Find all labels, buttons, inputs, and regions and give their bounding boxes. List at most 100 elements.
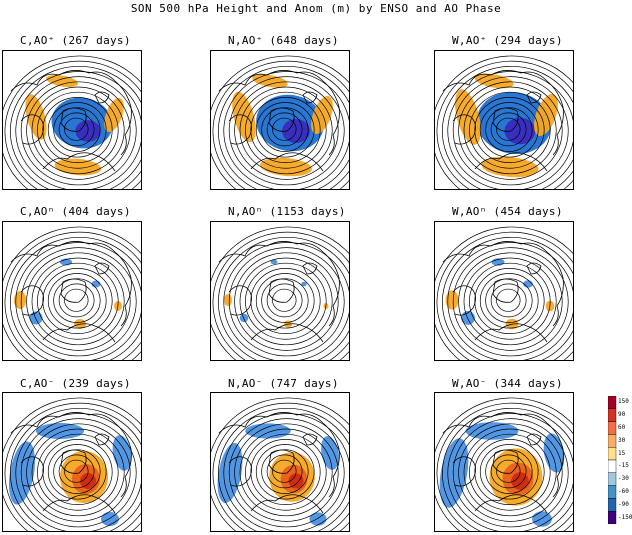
coastline xyxy=(114,251,132,327)
height-contour xyxy=(3,226,141,360)
coastline xyxy=(10,412,116,434)
height-contour xyxy=(490,112,527,147)
colorbar-segment xyxy=(608,485,617,499)
coastline xyxy=(526,262,542,275)
height-contour xyxy=(20,418,137,528)
height-contour xyxy=(485,449,533,494)
coastline xyxy=(268,278,295,303)
colorbar-segment xyxy=(608,459,617,474)
map-panel xyxy=(434,392,574,532)
midlat-positive-anomaly-north xyxy=(252,74,288,88)
coastline xyxy=(20,285,44,316)
coastline xyxy=(302,262,318,275)
height-contour xyxy=(234,252,339,351)
coastline xyxy=(114,80,132,156)
coastline xyxy=(302,433,318,446)
height-contour xyxy=(211,55,349,189)
polar-positive-anomaly-core xyxy=(80,473,96,489)
panel-title: W,AOⁿ (454 days) xyxy=(452,205,563,218)
height-contour xyxy=(452,247,569,357)
midlat-positive-anomaly-west xyxy=(232,91,256,143)
colorbar-segment xyxy=(608,510,617,524)
coastline xyxy=(492,107,519,132)
height-contour xyxy=(452,76,569,186)
height-contour xyxy=(212,231,349,360)
height-contour xyxy=(435,55,573,189)
height-contour xyxy=(42,97,113,163)
colorbar-segment xyxy=(608,421,617,435)
polar-positive-anomaly-core xyxy=(511,472,529,490)
height-contour xyxy=(245,262,327,340)
height-contour xyxy=(53,278,101,323)
height-contour xyxy=(266,283,303,318)
map-panel-svg xyxy=(3,226,141,360)
coastline xyxy=(94,91,110,104)
coastline xyxy=(218,241,324,263)
height-contour xyxy=(10,65,141,189)
coastline xyxy=(20,114,44,145)
midlat-negative-anomaly-east xyxy=(112,435,132,471)
map-panel xyxy=(2,221,142,361)
height-contour xyxy=(4,402,141,531)
coastline xyxy=(526,91,542,104)
coastline xyxy=(218,70,324,92)
height-contour xyxy=(58,283,95,318)
colorbar-strip xyxy=(608,396,617,524)
height-contour xyxy=(272,459,297,483)
height-contour xyxy=(442,65,573,189)
height-contour xyxy=(261,449,309,494)
height-contour xyxy=(479,444,539,500)
colorbar-label: 90 xyxy=(618,411,626,419)
coastline xyxy=(228,114,252,145)
coastline xyxy=(20,456,44,487)
coastline xyxy=(474,494,548,514)
height-contour xyxy=(452,418,569,528)
map-panel-svg xyxy=(3,55,141,189)
map-panel-svg xyxy=(435,55,573,189)
panel-title: N,AOⁿ (1153 days) xyxy=(228,205,346,218)
height-contour xyxy=(245,91,327,169)
height-contour xyxy=(474,268,545,334)
height-contour xyxy=(223,242,349,360)
panel-title: N,AO⁺ (648 days) xyxy=(228,34,339,47)
height-contour xyxy=(458,252,563,351)
height-contour xyxy=(15,242,141,360)
height-contour xyxy=(53,107,101,152)
coastline xyxy=(250,152,324,172)
height-contour xyxy=(10,407,141,531)
colorbar-label: -15 xyxy=(618,462,629,470)
colorbar-label: -30 xyxy=(618,475,629,483)
height-contour xyxy=(64,288,89,312)
coastline xyxy=(452,285,476,316)
coastline xyxy=(10,70,116,92)
height-contour xyxy=(435,226,573,360)
height-contour xyxy=(228,76,345,186)
coastline xyxy=(492,278,519,303)
height-contour xyxy=(211,397,349,531)
height-contour xyxy=(58,454,95,489)
height-contour xyxy=(218,236,349,360)
height-contour xyxy=(212,60,349,189)
height-contour xyxy=(436,231,573,360)
panel-title: C,AO⁻ (239 days) xyxy=(20,377,131,390)
coastline xyxy=(114,422,132,498)
colorbar-segment xyxy=(608,408,617,422)
coastline xyxy=(42,152,116,172)
height-contour xyxy=(53,449,101,494)
map-panel-svg xyxy=(435,226,573,360)
coastline xyxy=(60,449,87,474)
height-contour xyxy=(37,91,119,169)
height-contour xyxy=(212,402,349,531)
height-contour xyxy=(223,413,349,531)
height-contour xyxy=(218,407,349,531)
height-contour xyxy=(211,226,349,360)
coastline xyxy=(474,152,548,172)
coastline xyxy=(526,433,542,446)
height-contour xyxy=(47,444,107,500)
height-contour xyxy=(255,444,315,500)
height-contour xyxy=(64,117,89,141)
height-contour xyxy=(442,236,573,360)
coastline xyxy=(322,80,340,156)
map-panel xyxy=(434,50,574,190)
coastline xyxy=(474,323,548,343)
